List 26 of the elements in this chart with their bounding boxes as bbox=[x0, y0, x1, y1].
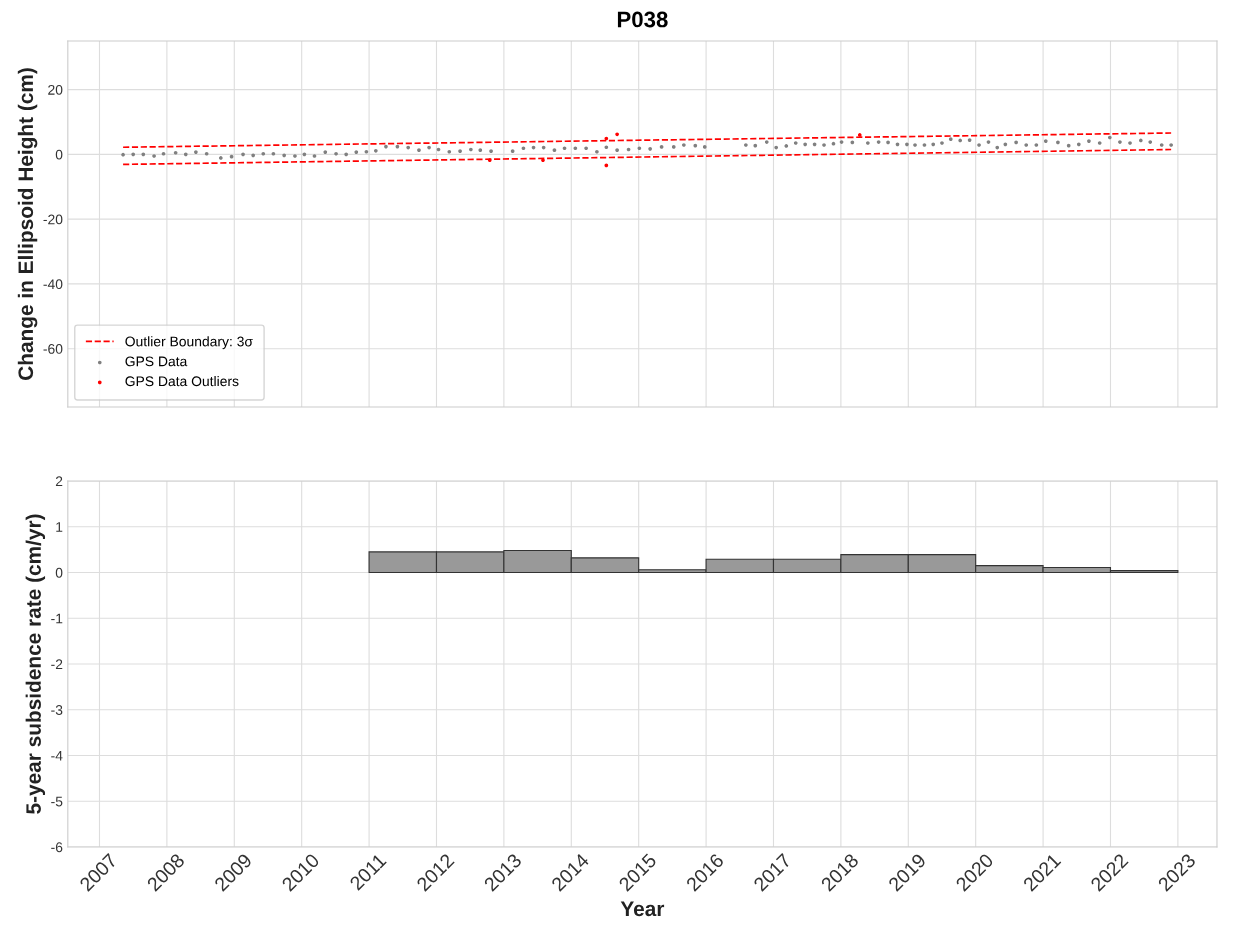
y-tick-label: -2 bbox=[51, 659, 63, 670]
legend-label: GPS Data Outliers bbox=[125, 375, 239, 387]
y-tick-label: -40 bbox=[43, 279, 63, 290]
y-tick-label: -1 bbox=[51, 613, 63, 624]
point bbox=[604, 136, 609, 141]
y-tick-label: 0 bbox=[55, 149, 63, 160]
point bbox=[541, 158, 545, 163]
legend-label: GPS Data bbox=[125, 356, 188, 367]
x-axis-title: Year bbox=[620, 901, 665, 917]
point bbox=[487, 158, 492, 163]
y-tick-label: -60 bbox=[43, 344, 63, 354]
y-tick-label: -5 bbox=[51, 796, 63, 807]
y-tick-label: 1 bbox=[56, 522, 63, 532]
chart-title: P038 bbox=[617, 11, 668, 28]
y-tick-label: -6 bbox=[51, 842, 63, 853]
y-tick-label: -3 bbox=[51, 705, 63, 715]
y-tick-label: 20 bbox=[48, 84, 63, 95]
y-tick-label: -4 bbox=[51, 750, 63, 761]
y-tick-label: 0 bbox=[55, 567, 63, 578]
y-axis-title: Change in Ellipsoid Height (cm) bbox=[17, 68, 38, 380]
point bbox=[857, 133, 862, 137]
legend-label: Outlier Boundary: 3σ bbox=[125, 336, 253, 350]
point bbox=[615, 132, 619, 137]
y-tick-label: 2 bbox=[55, 476, 63, 486]
y-axis-title: 5-year subsidence rate (cm/yr) bbox=[25, 514, 46, 814]
y-tick-label: -20 bbox=[43, 214, 63, 225]
